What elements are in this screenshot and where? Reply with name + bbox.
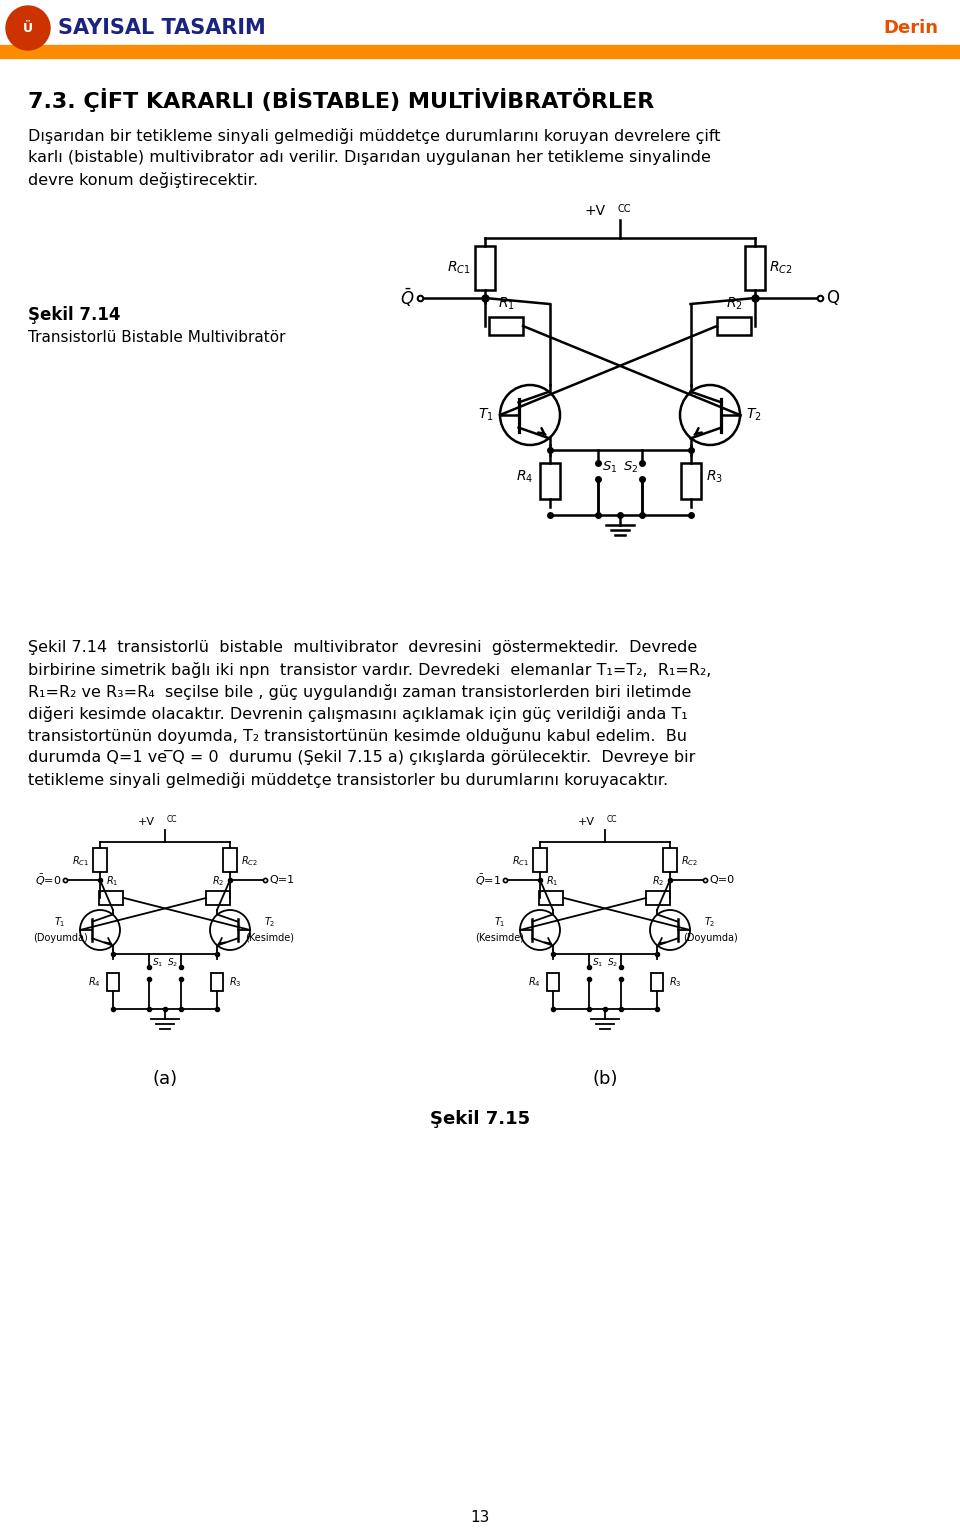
Text: (a): (a) (153, 1071, 178, 1088)
Text: $R_1$: $R_1$ (106, 874, 118, 888)
Text: Transistorlü Bistable Multivibratör: Transistorlü Bistable Multivibratör (28, 330, 285, 345)
Text: $\bar{Q}$: $\bar{Q}$ (399, 287, 414, 310)
Text: $R_4$: $R_4$ (516, 469, 534, 485)
Text: SAYISAL TASARIM: SAYISAL TASARIM (58, 18, 266, 38)
Text: $R_2$: $R_2$ (212, 874, 225, 888)
Bar (540, 463, 560, 499)
Text: $S_2$: $S_2$ (607, 957, 618, 969)
Bar (681, 463, 701, 499)
Text: Ü: Ü (23, 21, 33, 34)
Text: Q: Q (826, 288, 839, 307)
Text: Şekil 7.14  transistorlü  bistable  multivibrator  devresini  göstermektedir.  D: Şekil 7.14 transistorlü bistable multivi… (28, 640, 697, 655)
Text: (Doyumda): (Doyumda) (683, 933, 737, 943)
Text: Dışarıdan bir tetikleme sinyali gelmediği müddetçe durumlarını koruyan devrelere: Dışarıdan bir tetikleme sinyali gelmediğ… (28, 127, 721, 144)
Text: $T_1$: $T_1$ (54, 916, 66, 930)
Text: +V: +V (578, 818, 595, 827)
Text: $R_3$: $R_3$ (707, 469, 724, 485)
Text: $R_{C1}$: $R_{C1}$ (72, 854, 89, 868)
Bar (211, 973, 223, 991)
Text: $R_{C2}$: $R_{C2}$ (769, 259, 793, 276)
Text: $S_1$: $S_1$ (592, 957, 603, 969)
Text: 7.3. ÇİFT KARARLI (BİSTABLE) MULTİVİBRATÖRLER: 7.3. ÇİFT KARARLI (BİSTABLE) MULTİVİBRAT… (28, 87, 655, 112)
Text: $\bar{Q}$=0: $\bar{Q}$=0 (35, 873, 61, 888)
Text: CC: CC (618, 204, 632, 215)
Text: $R_3$: $R_3$ (229, 976, 242, 989)
Text: karlı (bistable) multivibrator adı verilir. Dışarıdan uygulanan her tetikleme si: karlı (bistable) multivibrator adı veril… (28, 150, 710, 166)
Bar (206, 891, 230, 905)
Text: birbirine simetrik bağlı iki npn  transistor vardır. Devredeki  elemanlar T₁=T₂,: birbirine simetrik bağlı iki npn transis… (28, 663, 711, 678)
Bar (663, 848, 677, 871)
Text: (Kesimde): (Kesimde) (475, 933, 524, 943)
Bar (475, 245, 495, 290)
Text: tetikleme sinyali gelmediği müddetçe transistorler bu durumlarını koruyacaktır.: tetikleme sinyali gelmediği müddetçe tra… (28, 772, 668, 788)
Bar (99, 891, 123, 905)
Text: $R_4$: $R_4$ (88, 976, 101, 989)
Text: $\bar{Q}$=1: $\bar{Q}$=1 (475, 873, 501, 888)
Text: $R_{C2}$: $R_{C2}$ (681, 854, 698, 868)
Bar (547, 973, 559, 991)
Text: Derin: Derin (883, 18, 938, 37)
Text: (b): (b) (592, 1071, 617, 1088)
Text: $R_1$: $R_1$ (497, 296, 515, 311)
Bar (745, 245, 765, 290)
Text: $S_1$: $S_1$ (602, 460, 617, 474)
Text: $R_{C2}$: $R_{C2}$ (241, 854, 258, 868)
Bar (646, 891, 670, 905)
Text: $R_{C1}$: $R_{C1}$ (447, 259, 471, 276)
Text: 13: 13 (470, 1509, 490, 1525)
Text: $T_2$: $T_2$ (264, 916, 276, 930)
Text: $S_2$: $S_2$ (623, 460, 638, 474)
Text: (Kesimde): (Kesimde) (246, 933, 295, 943)
Text: $R_1$: $R_1$ (546, 874, 558, 888)
Text: (Doyumda): (Doyumda) (33, 933, 87, 943)
Text: +V: +V (585, 204, 606, 218)
Text: $S_2$: $S_2$ (167, 957, 178, 969)
Bar (223, 848, 237, 871)
Bar (107, 973, 119, 991)
Bar (93, 848, 107, 871)
Bar (0, 44, 960, 58)
Text: CC: CC (167, 815, 178, 824)
Bar (489, 318, 523, 334)
Bar (539, 891, 563, 905)
Text: devre konum değiştirecektir.: devre konum değiştirecektir. (28, 172, 258, 189)
Text: +V: +V (138, 818, 155, 827)
Text: $T_1$: $T_1$ (494, 916, 506, 930)
Text: $R_4$: $R_4$ (528, 976, 541, 989)
Text: Q=0: Q=0 (709, 874, 734, 885)
Text: $R_3$: $R_3$ (669, 976, 682, 989)
Circle shape (6, 6, 50, 51)
Text: $S_1$: $S_1$ (152, 957, 163, 969)
Text: CC: CC (607, 815, 617, 824)
Text: R₁=R₂ ve R₃=R₄  seçilse bile , güç uygulandığı zaman transistorlerden biri ileti: R₁=R₂ ve R₃=R₄ seçilse bile , güç uygula… (28, 684, 691, 700)
Bar (651, 973, 663, 991)
Text: Şekil 7.14: Şekil 7.14 (28, 305, 121, 324)
Text: Şekil 7.15: Şekil 7.15 (430, 1111, 530, 1127)
Text: $T_2$: $T_2$ (746, 407, 762, 423)
Text: $R_{C1}$: $R_{C1}$ (512, 854, 529, 868)
Text: $T_2$: $T_2$ (705, 916, 716, 930)
Text: Q=1: Q=1 (269, 874, 294, 885)
Bar (717, 318, 751, 334)
Bar (533, 848, 547, 871)
Text: diğeri kesimde olacaktır. Devrenin çalışmasını açıklamak için güç verildiği anda: diğeri kesimde olacaktır. Devrenin çalış… (28, 706, 687, 723)
Text: durumda Q=1 ve ̅Q = 0  durumu (Şekil 7.15 a) çıkışlarda görülecektir.  Devreye b: durumda Q=1 ve ̅Q = 0 durumu (Şekil 7.15… (28, 750, 695, 765)
Text: $R_2$: $R_2$ (726, 296, 742, 311)
Text: transistortünün doyumda, T₂ transistortünün kesimde olduğunu kabul edelim.  Bu: transistortünün doyumda, T₂ transistortü… (28, 729, 687, 744)
Text: $T_1$: $T_1$ (478, 407, 493, 423)
Text: $R_2$: $R_2$ (652, 874, 664, 888)
